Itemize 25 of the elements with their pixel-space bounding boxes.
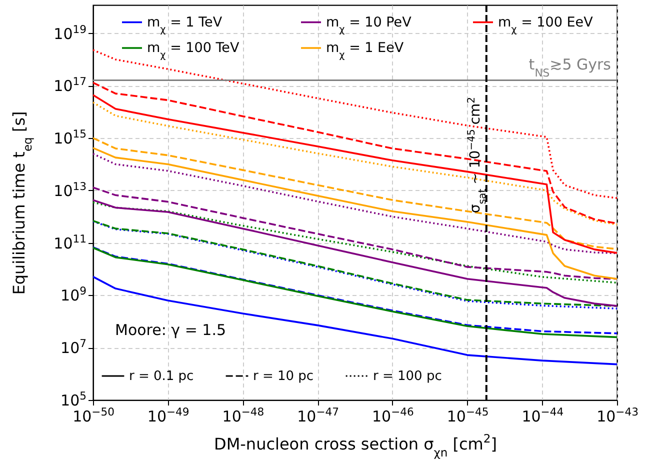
annotation: Moore: γ = 1.5 (115, 321, 226, 339)
x-tick-label: 10$^{−44}$ (522, 405, 564, 426)
x-tick-label: 10$^{−45}$ (446, 405, 489, 426)
annotation: r = 100 pc (373, 369, 442, 384)
annotation: r = 0.1 pc (129, 369, 194, 384)
x-tick-label: 10$^{−43}$ (596, 405, 638, 426)
legend-label: m$_{χ}$ = 1 EeV (326, 40, 404, 60)
x-axis-title: DM-nucleon cross section σ$_{χn}$ [cm$^{2}$] (214, 432, 497, 460)
y-tick-label: 10$^{7}$ (60, 336, 86, 358)
y-tick-label: 10$^{9}$ (60, 284, 87, 305)
y-tick-label: 10$^{13}$ (54, 179, 86, 200)
legend-label: m$_{χ}$ = 1 TeV (147, 14, 223, 35)
ref-line-label: t$_{NS}$≳5 Gyrs (528, 55, 612, 79)
legend-label: m$_{χ}$ = 100 TeV (147, 40, 240, 60)
x-tick-label: 10$^{−46}$ (372, 405, 414, 426)
annotation: r = 10 pc (253, 369, 314, 384)
y-tick-label: 10$^{11}$ (54, 232, 86, 252)
legend-label: m$_{χ}$ = 100 EeV (498, 14, 594, 35)
y-tick-label: 10$^{15}$ (54, 127, 86, 148)
x-tick-label: 10$^{−49}$ (147, 405, 190, 426)
x-tick-label: 10$^{−47}$ (297, 405, 340, 426)
legend-label: m$_{χ}$ = 10 PeV (326, 14, 412, 35)
x-tick-label: 10$^{−48}$ (222, 405, 264, 426)
y-tick-label: 10$^{17}$ (54, 74, 86, 96)
y-tick-label: 10$^{19}$ (54, 22, 87, 43)
